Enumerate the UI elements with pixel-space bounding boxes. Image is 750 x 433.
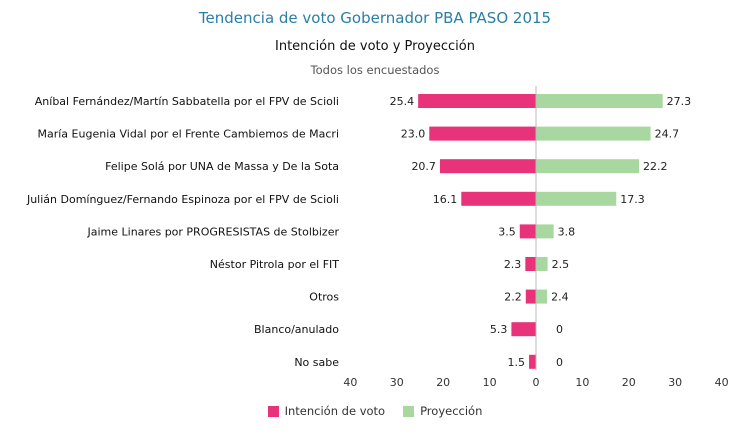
category-label: No sabe [294,356,339,369]
bar-proyeccion [536,159,640,174]
data-label-proyeccion: 22.2 [643,160,668,173]
x-tick-label: 20 [622,376,636,389]
data-label-proyeccion: 3.8 [558,225,576,238]
data-label-intencion: 25.4 [390,95,415,108]
data-label-proyeccion: 17.3 [620,193,645,206]
category-label: María Eugenia Vidal por el Frente Cambie… [38,128,340,141]
bar-intencion [439,159,536,174]
data-label-proyeccion: 27.3 [667,95,692,108]
x-tick-label: 30 [390,376,404,389]
x-tick-label: 40 [343,376,357,389]
data-label-intencion: 2.2 [504,291,522,304]
legend-label-proyeccion: Proyección [420,404,483,418]
bar-proyeccion [536,224,554,239]
x-tick-label: 40 [715,376,729,389]
category-label: Otros [309,291,339,304]
chart-subtitle: Intención de voto y Proyección [275,39,475,54]
bar-intencion [519,224,536,239]
bar-intencion [525,289,536,304]
legend-label-intencion: Intención de voto [284,404,386,418]
category-label: Aníbal Fernández/Martín Sabbatella por e… [35,95,339,108]
data-label-intencion: 20.7 [411,160,436,173]
x-tick-label: 30 [668,376,682,389]
chart-title: Tendencia de voto Gobernador PBA PASO 20… [198,9,552,27]
data-label-intencion: 2.3 [504,258,522,271]
data-label-intencion: 3.5 [498,225,516,238]
category-label: Felipe Solá por UNA de Massa y De la Sot… [105,160,339,173]
x-tick-label: 10 [483,376,497,389]
bar-intencion [525,257,536,271]
bar-proyeccion [536,94,663,108]
x-tick-label: 0 [533,376,540,389]
legend-swatch-intencion [267,405,279,417]
data-label-intencion: 5.3 [490,323,508,336]
data-label-intencion: 16.1 [433,193,458,206]
bar-intencion [418,94,536,108]
bar-intencion [511,322,536,337]
legend-item-proyeccion[interactable]: Proyección [403,404,482,418]
legend: Intención de voto Proyección [0,404,750,418]
legend-swatch-proyeccion [403,405,415,417]
bar-intencion [529,354,536,369]
bar-proyeccion [536,126,651,141]
data-label-intencion: 23.0 [401,128,426,141]
category-label: Julián Domínguez/Fernando Espinoza por e… [26,193,339,206]
data-label-proyeccion: 2.5 [552,258,570,271]
bar-proyeccion [536,257,548,271]
category-label: Néstor Pitrola por el FIT [210,258,339,271]
category-label: Jaime Linares por PROGRESISTAS de Stolbi… [87,225,340,238]
x-tick-label: 10 [575,376,589,389]
category-label: Blanco/anulado [254,323,339,336]
chart-caption: Todos los encuestados [310,63,440,77]
legend-item-intencion[interactable]: Intención de voto [267,404,386,418]
x-tick-label: 20 [436,376,450,389]
bar-intencion [429,126,536,141]
data-label-intencion: 1.5 [508,356,526,369]
data-label-proyeccion: 24.7 [655,128,680,141]
bar-proyeccion [536,289,548,304]
bar-intencion [461,191,536,206]
bar-proyeccion [536,191,617,206]
data-label-proyeccion: 0 [556,323,563,336]
data-label-proyeccion: 2.4 [551,291,569,304]
data-label-proyeccion: 0 [556,356,563,369]
